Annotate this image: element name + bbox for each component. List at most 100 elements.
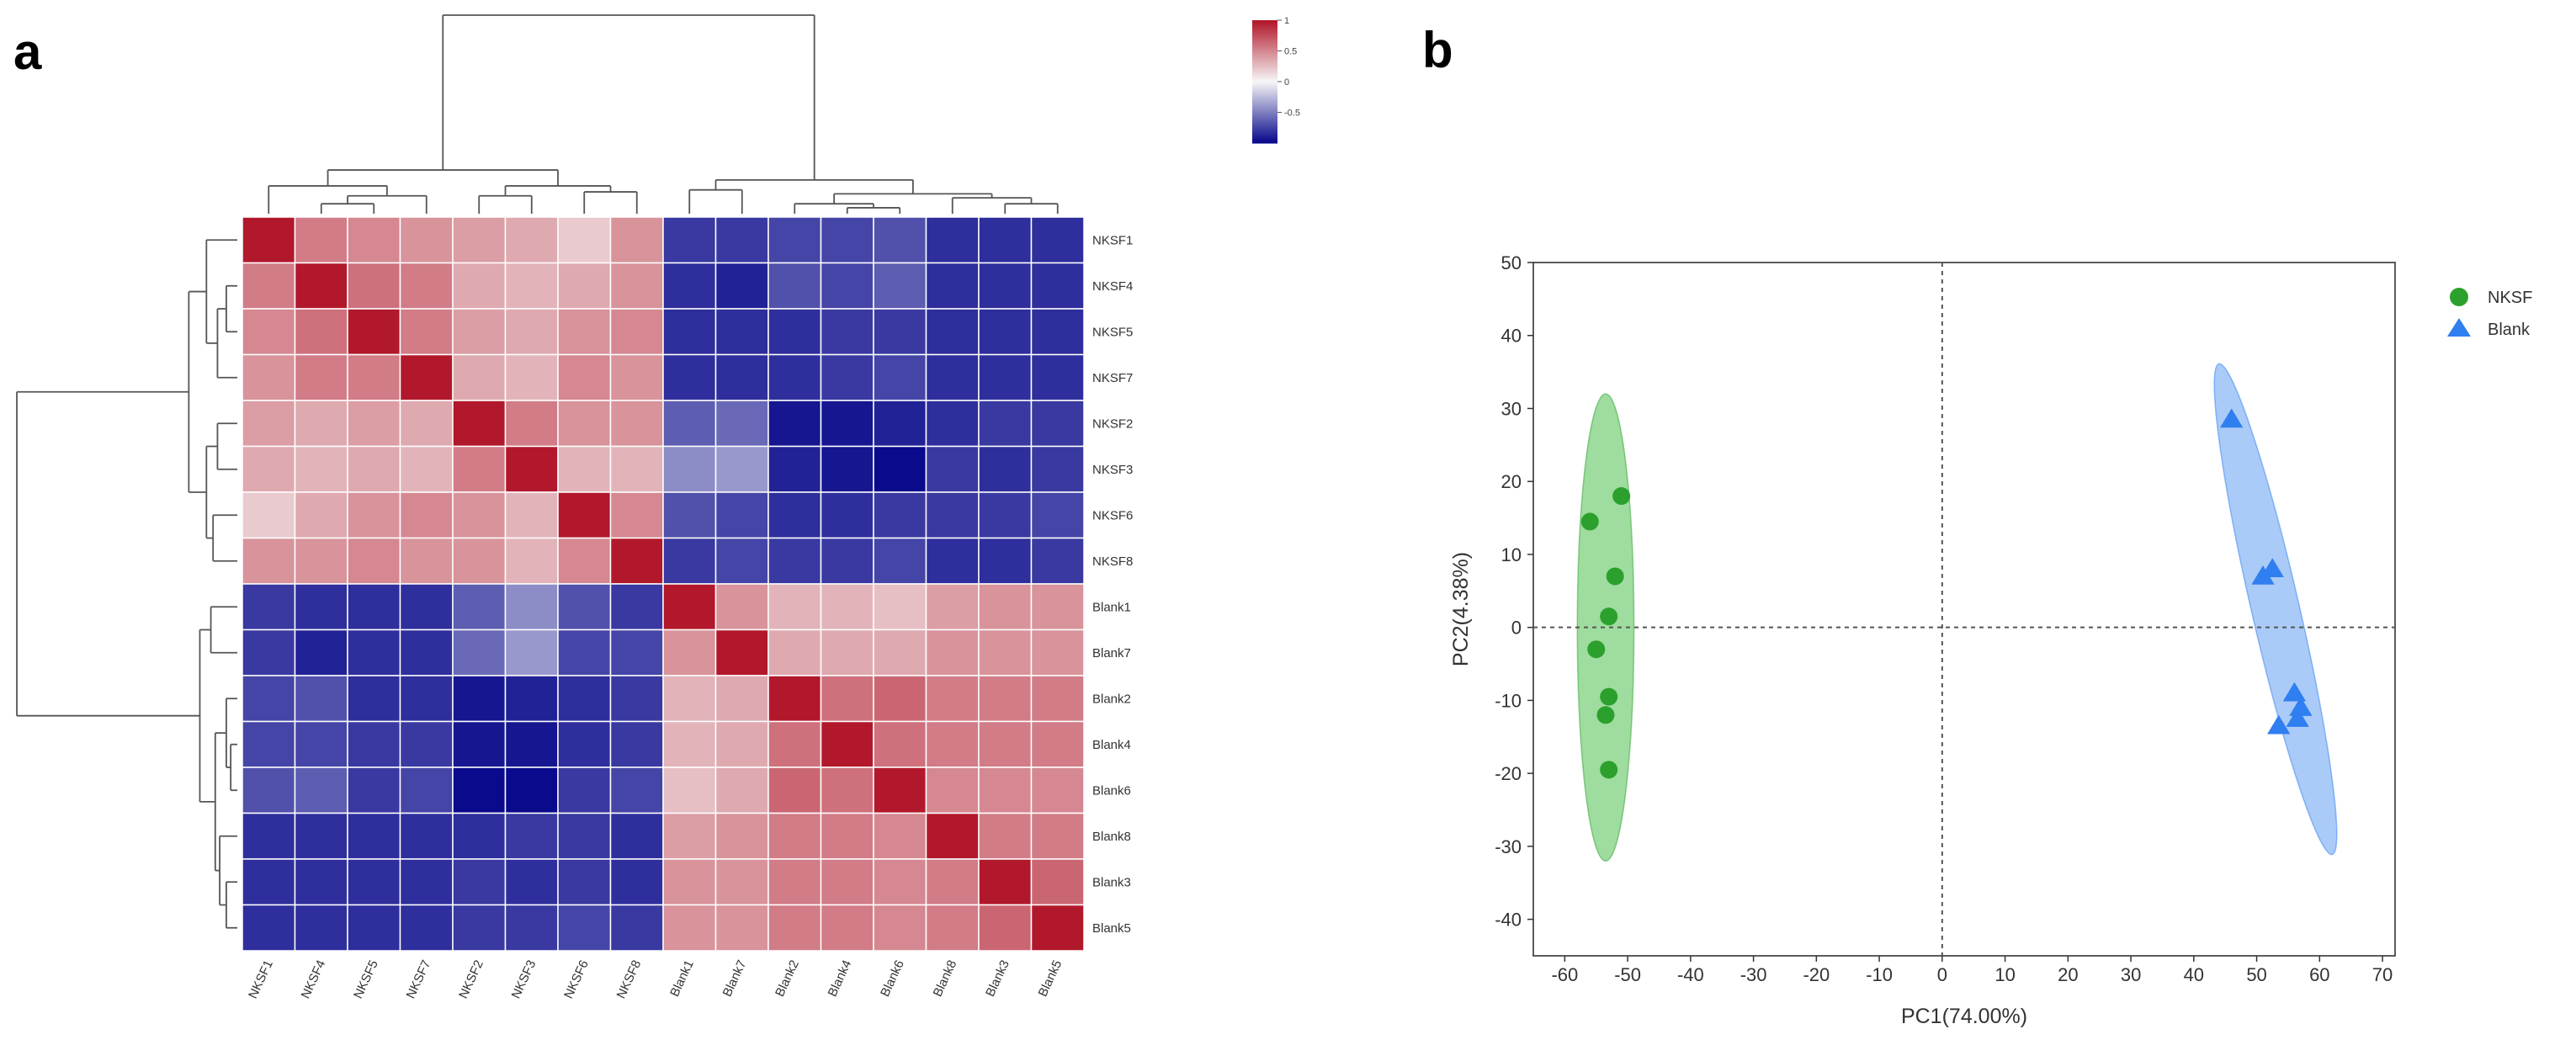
heatmap-cell <box>347 675 401 723</box>
heatmap-cell <box>504 400 559 448</box>
heatmap-cell <box>767 583 822 631</box>
legend-gradient-step <box>1252 50 1277 54</box>
y-tick-label: 20 <box>1501 471 1522 492</box>
row-label: NKSF4 <box>1092 279 1133 294</box>
heatmap-cell <box>242 629 296 676</box>
heatmap-cell <box>873 308 927 356</box>
heatmap-cell <box>452 767 507 814</box>
legend-gradient-step <box>1252 46 1277 50</box>
heatmap-cell <box>609 767 664 814</box>
heatmap-cell <box>925 629 980 676</box>
heatmap-cell <box>399 537 454 585</box>
heatmap-cell <box>452 904 507 952</box>
heatmap-cell <box>557 445 612 493</box>
heatmap-cell <box>294 400 348 448</box>
heatmap-cell <box>609 537 664 585</box>
heatmap-cell <box>347 537 401 585</box>
heatmap-cell <box>714 583 769 631</box>
heatmap-cell <box>1030 812 1085 860</box>
heatmap-cell <box>242 858 296 906</box>
legend-gradient-step <box>1252 136 1277 140</box>
heatmap-cell <box>557 216 612 264</box>
heatmap-cell <box>978 216 1033 264</box>
heatmap-cell <box>662 537 717 585</box>
column-label: NKSF7 <box>404 958 434 1001</box>
nksf-point <box>1587 640 1606 659</box>
column-label: NKSF6 <box>561 958 592 1001</box>
heatmap-cell <box>452 400 507 448</box>
heatmap-cell <box>820 216 874 264</box>
heatmap-cell <box>820 720 874 768</box>
heatmap-cell <box>925 491 980 539</box>
heatmap-cell <box>242 675 296 723</box>
heatmap-cell <box>242 904 296 952</box>
heatmap-cell <box>767 629 822 676</box>
heatmap-cell <box>820 629 874 676</box>
heatmap-cell <box>609 491 664 539</box>
heatmap-cell <box>242 767 296 814</box>
heatmap-cell <box>925 675 980 723</box>
heatmap-cell <box>978 629 1033 676</box>
legend-gradient-step <box>1252 82 1277 85</box>
nksf-point <box>1580 512 1599 531</box>
heatmap-cell <box>347 767 401 814</box>
heatmap-cell <box>452 812 507 860</box>
heatmap-cell <box>1030 904 1085 952</box>
heatmap-cell <box>873 675 927 723</box>
heatmap-cell <box>557 675 612 723</box>
heatmap-cell <box>294 491 348 539</box>
heatmap-cell <box>978 537 1033 585</box>
y-tick-label: -40 <box>1495 910 1522 931</box>
legend-gradient-step <box>1252 92 1277 95</box>
legend-gradient-step <box>1252 106 1277 109</box>
row-label: NKSF5 <box>1092 325 1133 339</box>
heatmap-cell <box>767 400 822 448</box>
column-label: NKSF4 <box>299 958 329 1001</box>
column-label: Blank5 <box>1036 958 1065 1000</box>
heatmap-cell <box>504 583 559 631</box>
heatmap-cell <box>714 904 769 952</box>
row-dendrogram <box>16 239 237 929</box>
heatmap-cell <box>714 767 769 814</box>
heatmap-cell <box>873 858 927 906</box>
nksf-point <box>1600 761 1618 779</box>
heatmap-cell <box>714 353 769 401</box>
heatmap-cell <box>504 262 559 310</box>
heatmap-cell <box>662 629 717 676</box>
heatmap-cell <box>714 262 769 310</box>
heatmap-cell <box>820 353 874 401</box>
heatmap-cell <box>242 720 296 768</box>
heatmap-cell <box>714 400 769 448</box>
heatmap-cell <box>504 812 559 860</box>
heatmap-cell <box>767 720 822 768</box>
heatmap-cell <box>347 353 401 401</box>
blank-point <box>2289 697 2313 716</box>
legend-gradient-step <box>1252 120 1277 124</box>
legend-gradient-step <box>1252 30 1277 34</box>
y-axis-label: PC2(4.38%) <box>1449 552 1473 666</box>
heatmap-cell <box>347 216 401 264</box>
heatmap-cell <box>662 675 717 723</box>
heatmap-cell <box>452 308 507 356</box>
heatmap-cell <box>925 767 980 814</box>
heatmap-cell <box>714 537 769 585</box>
row-label: NKSF7 <box>1092 371 1133 385</box>
heatmap-cell <box>399 308 454 356</box>
confidence-ellipses <box>1576 363 2338 862</box>
legend-gradient-step <box>1252 108 1277 111</box>
heatmap-cell <box>242 262 296 310</box>
heatmap-cell <box>978 720 1033 768</box>
heatmap-cell <box>242 491 296 539</box>
legend-gradient-step <box>1252 52 1277 56</box>
row-label: NKSF8 <box>1092 554 1133 569</box>
heatmap-cell <box>925 400 980 448</box>
y-tick-label: 10 <box>1501 544 1522 565</box>
column-label: Blank6 <box>878 958 907 1000</box>
heatmap-cell <box>347 262 401 310</box>
heatmap-cell <box>609 858 664 906</box>
heatmap-cell <box>978 675 1033 723</box>
heatmap-cell <box>242 812 296 860</box>
heatmap-cell <box>978 583 1033 631</box>
heatmap-cell <box>504 491 559 539</box>
heatmap-cell <box>662 216 717 264</box>
